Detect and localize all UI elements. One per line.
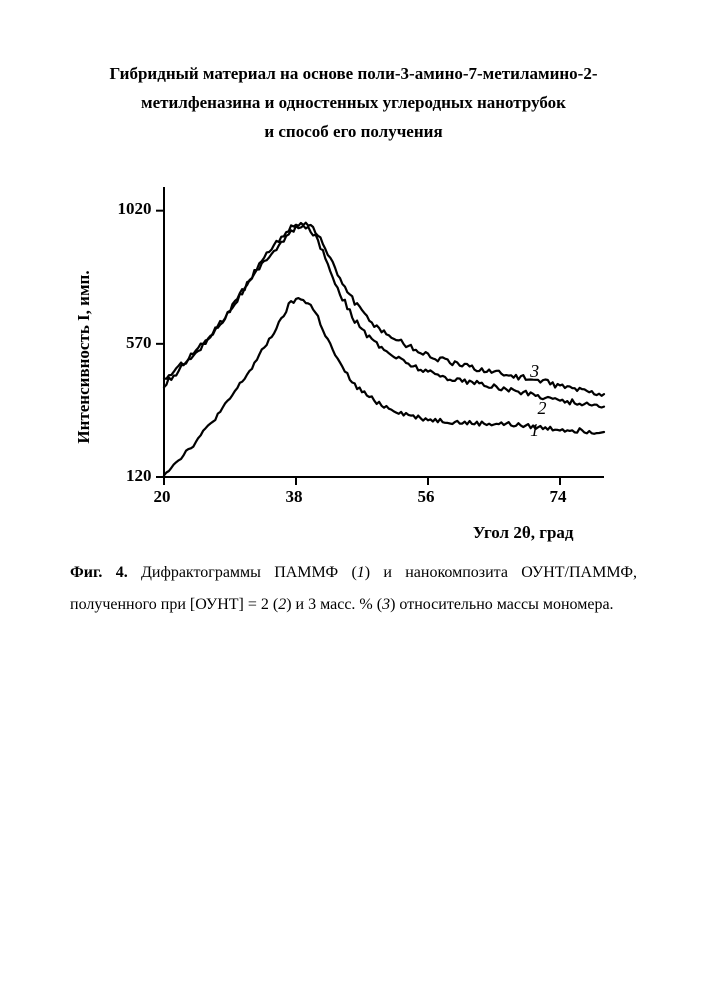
- curve-label-curve3: 3: [530, 361, 539, 382]
- curve-label-curve1: 1: [530, 420, 539, 441]
- caption-part-0: Дифрактограммы ПАММФ (: [128, 564, 357, 581]
- xrd-chart: Интенсивность I, имп. Угол 2θ, град 2038…: [94, 177, 614, 537]
- caption-part-4: ) и 3 масс. % (: [286, 596, 382, 613]
- chart-svg: [94, 177, 614, 537]
- page: Гибридный материал на основе поли-3-амин…: [0, 0, 707, 1000]
- y-tick-label: 120: [126, 466, 152, 486]
- x-tick-label: 74: [550, 487, 567, 507]
- title-line-2: метилфеназина и одностенных углеродных н…: [141, 93, 566, 112]
- title-line-3: и способ его получения: [264, 122, 442, 141]
- caption-ref-1: 1: [357, 564, 365, 581]
- x-tick-label: 38: [286, 487, 303, 507]
- x-tick-label: 20: [154, 487, 171, 507]
- caption-ref-3: 3: [382, 596, 390, 613]
- y-tick-label: 570: [126, 333, 152, 353]
- title-line-1: Гибридный материал на основе поли-3-амин…: [110, 64, 598, 83]
- x-axis-label: Угол 2θ, град: [473, 523, 574, 543]
- y-tick-label: 1020: [118, 199, 152, 219]
- figure-caption: Фиг. 4. Дифрактограммы ПАММФ (1) и нанок…: [70, 557, 637, 621]
- y-axis-label: Интенсивность I, имп.: [74, 270, 94, 443]
- document-title: Гибридный материал на основе поли-3-амин…: [70, 60, 637, 147]
- caption-part-6: ) относительно массы мономера.: [390, 596, 613, 613]
- curve-label-curve2: 2: [538, 398, 547, 419]
- x-tick-label: 56: [418, 487, 435, 507]
- caption-fig-label: Фиг. 4.: [70, 564, 128, 581]
